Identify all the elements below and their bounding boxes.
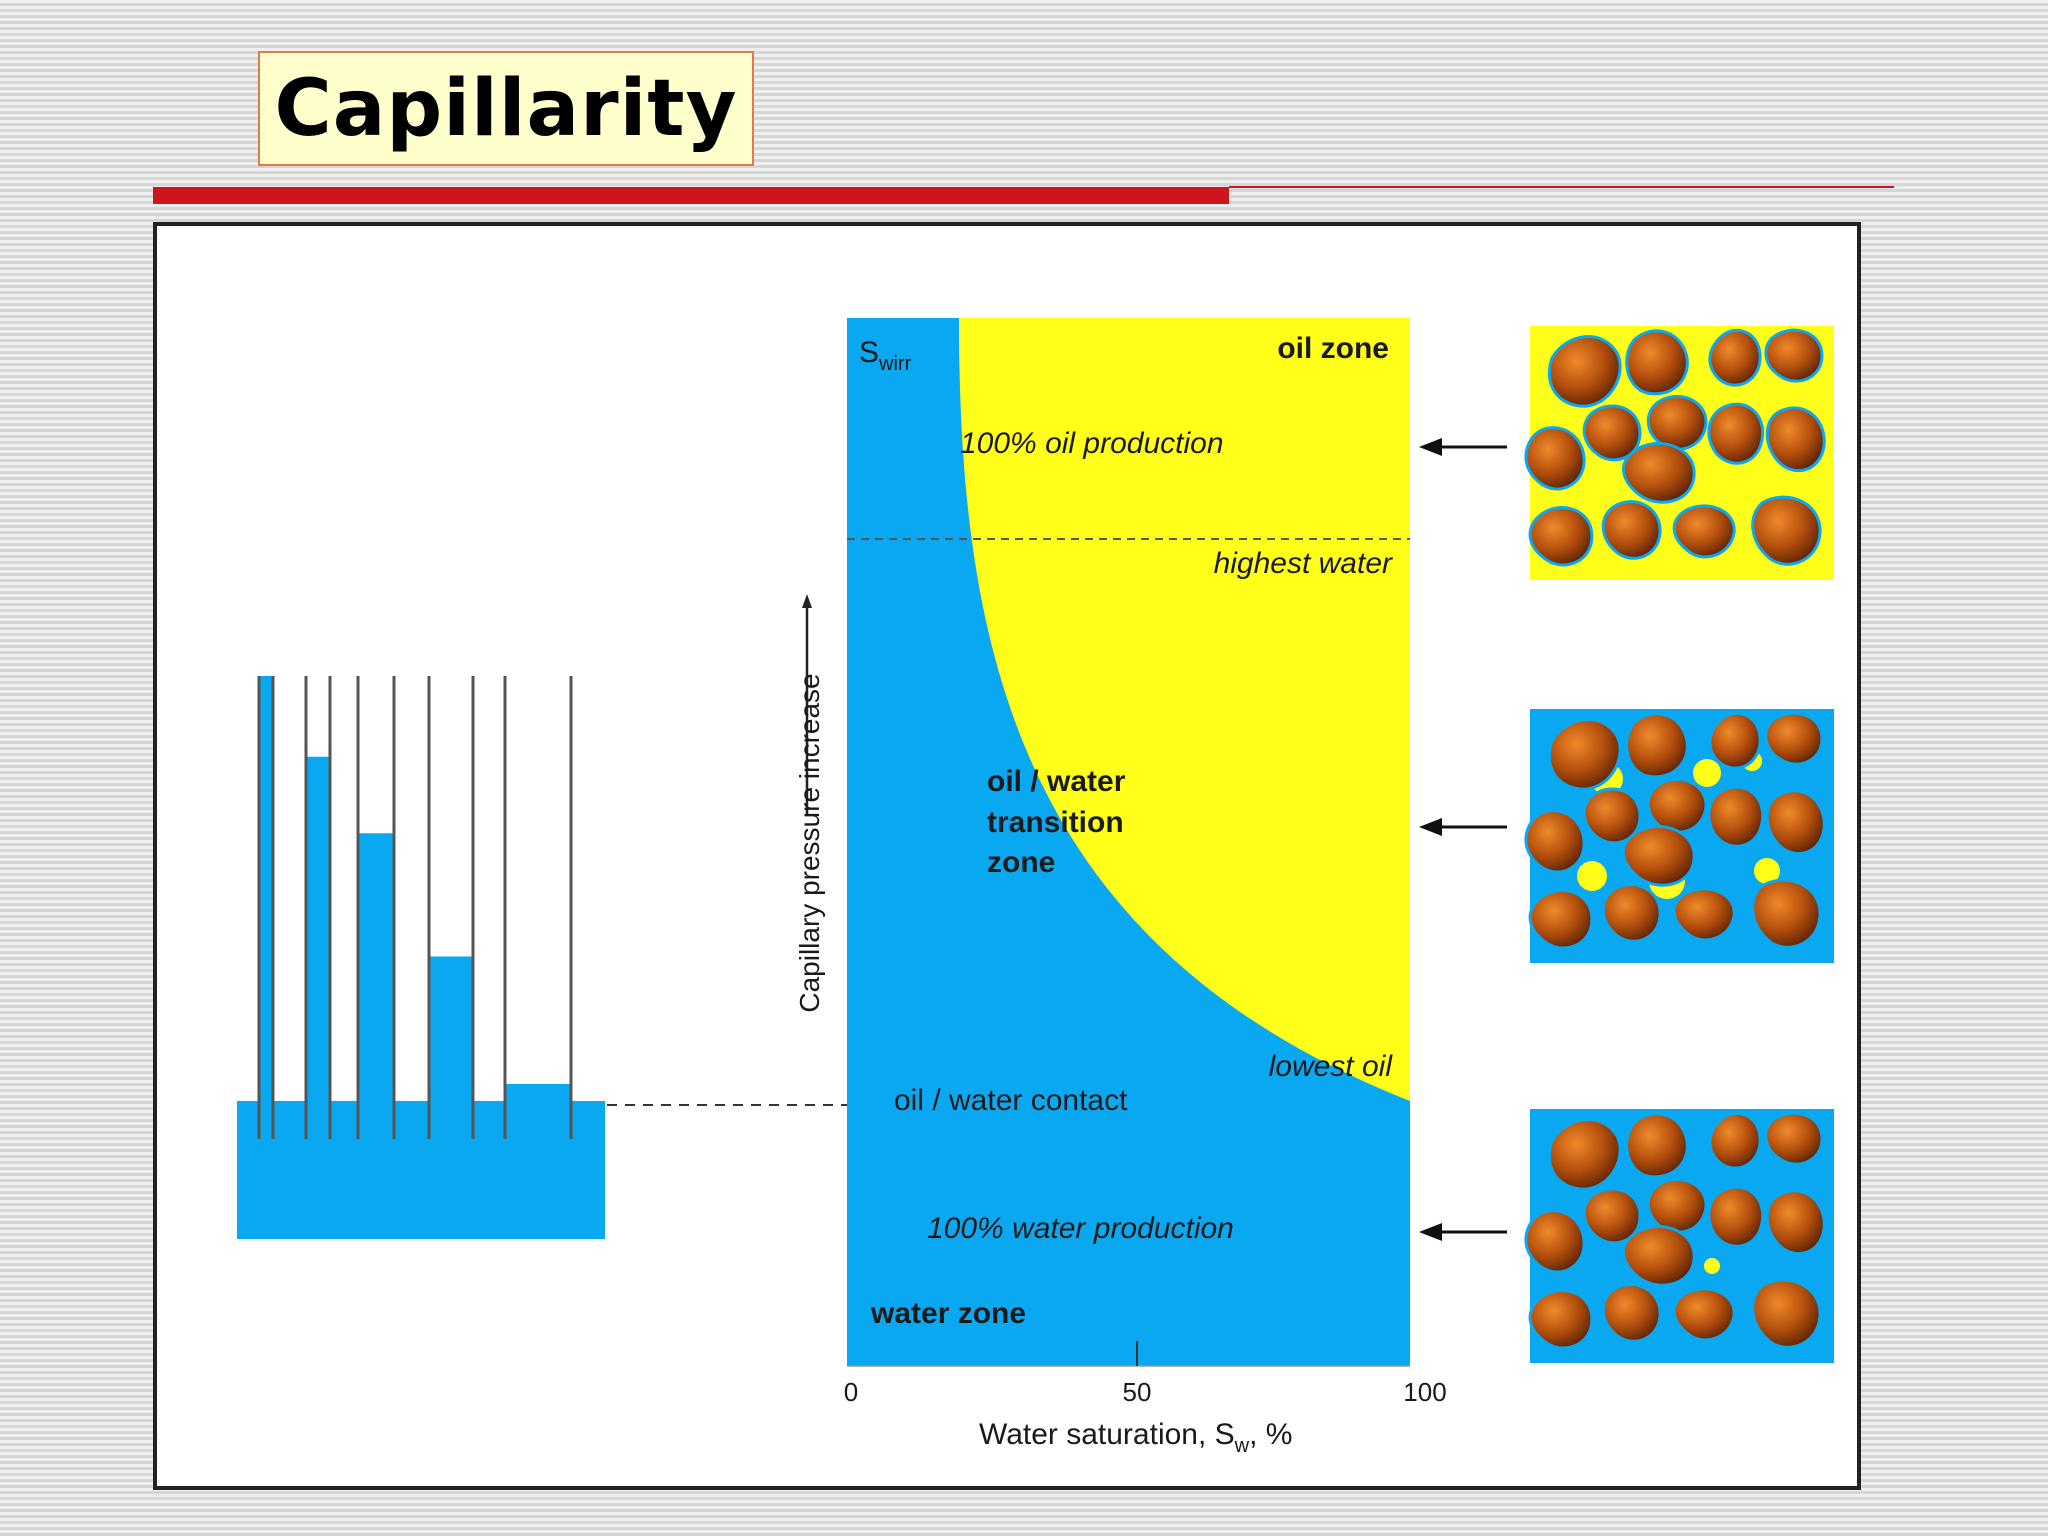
x-axis-label: Water saturation, Sw, % <box>979 1418 1292 1457</box>
capillary-tubes <box>257 676 573 1139</box>
tube-4-water <box>429 956 473 1139</box>
transition-label-2: transition <box>987 806 1124 839</box>
title-box: Capillarity <box>258 51 754 166</box>
capillary-tubes-group <box>237 676 605 1239</box>
y-axis-label: Capillary pressure increase <box>794 673 825 1012</box>
water-zone-label: water zone <box>870 1297 1026 1330</box>
x-tick-50: 50 <box>1123 1377 1152 1407</box>
y-axis-arrow <box>802 594 812 816</box>
figure-frame: Capillary pressure increase Swirr oil zo… <box>153 222 1861 1490</box>
oil-production-label: 100% oil production <box>960 427 1224 460</box>
contact-label: oil / water contact <box>894 1084 1128 1117</box>
arrow-transition <box>1419 818 1507 836</box>
pore-transition-zone <box>1522 701 1842 971</box>
pore-water-zone <box>1522 1101 1842 1371</box>
highest-water-label: highest water <box>1214 547 1393 580</box>
transition-label-1: oil / water <box>987 765 1126 798</box>
x-tick-100: 100 <box>1403 1377 1446 1407</box>
swirr-label: Swirr <box>859 336 912 375</box>
arrow-water <box>1419 1223 1507 1241</box>
lowest-oil-label: lowest oil <box>1269 1050 1394 1083</box>
arrow-oil <box>1419 438 1507 456</box>
oil-zone-label: oil zone <box>1277 332 1389 365</box>
title-rule-thin <box>1229 186 1894 188</box>
saturation-chart <box>847 318 1410 1367</box>
title-rule-thick <box>153 187 1229 204</box>
water-production-label: 100% water production <box>927 1212 1234 1245</box>
tube-5-water <box>505 1084 571 1139</box>
transition-label-3: zone <box>987 846 1055 879</box>
pore-oil-zone <box>1522 318 1842 588</box>
tube-2-water <box>306 756 330 1139</box>
x-tick-0: 0 <box>844 1377 858 1407</box>
tube-3-water <box>358 833 394 1139</box>
capillarity-diagram: Capillary pressure increase Swirr oil zo… <box>237 318 1842 1457</box>
page-title: Capillarity <box>274 63 738 154</box>
tube-1-water <box>259 676 273 1139</box>
